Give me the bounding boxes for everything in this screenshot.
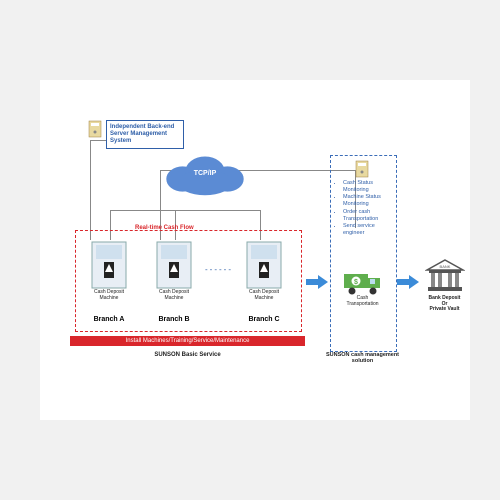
machine-label-b: Cash Deposit Machine <box>150 290 198 301</box>
cloud: TCP/IP <box>160 152 250 197</box>
install-bar: Install Machines/Training/Service/Mainte… <box>70 336 305 346</box>
arrow-icon <box>397 275 419 289</box>
truck-group: $ Cash Transportation <box>340 270 385 307</box>
truck-label: Cash Transportation <box>340 296 385 307</box>
install-bar-text: Install Machines/Training/Service/Mainte… <box>126 338 250 344</box>
svg-text:$: $ <box>354 279 358 286</box>
services-list: Cash Status Monitoring Machine Status Mo… <box>333 180 393 237</box>
server-icon-2 <box>355 160 369 178</box>
diagram-canvas: Independent Back-end Server Management S… <box>40 80 470 420</box>
cloud-label: TCP/IP <box>160 170 250 177</box>
branch-c-group: Cash Deposit Machine <box>240 240 288 301</box>
backend-box: Independent Back-end Server Management S… <box>106 120 184 149</box>
bank-icon: BANK <box>425 258 465 294</box>
basic-service-label: SUNSON Basic Service <box>70 352 305 358</box>
branch-c-label: Branch C <box>240 316 288 323</box>
machine-label-c: Cash Deposit Machine <box>240 290 288 301</box>
solution-label: SUNSON cash management solution <box>325 352 400 364</box>
atm-icon <box>245 240 283 290</box>
machine-label-a: Cash Deposit Machine <box>85 290 133 301</box>
branch-b-label: Branch B <box>150 316 198 323</box>
service-item: Cash Status Monitoring <box>343 180 393 194</box>
service-item: Order cash Transportation <box>343 209 393 223</box>
branch-a-label: Branch A <box>85 316 133 323</box>
service-item: Machine Status Monitoring <box>343 194 393 208</box>
bank-line3: Private Vault <box>429 306 459 312</box>
backend-label: Independent Back-end Server Management S… <box>110 124 174 144</box>
branch-b-group: Cash Deposit Machine <box>150 240 198 301</box>
realtime-label: Real-time Cash Flow <box>135 225 194 231</box>
arrow-icon <box>306 275 328 289</box>
server-icon <box>88 120 102 138</box>
ellipsis: ------ <box>205 265 233 274</box>
atm-icon <box>90 240 128 290</box>
truck-icon: $ <box>343 270 383 296</box>
atm-icon <box>155 240 193 290</box>
branch-a-group: Cash Deposit Machine <box>85 240 133 301</box>
bank-group: BANK Bank Deposit Or Private Vault <box>422 258 467 313</box>
svg-text:BANK: BANK <box>439 264 450 269</box>
service-item: Send service engineer <box>343 223 393 237</box>
